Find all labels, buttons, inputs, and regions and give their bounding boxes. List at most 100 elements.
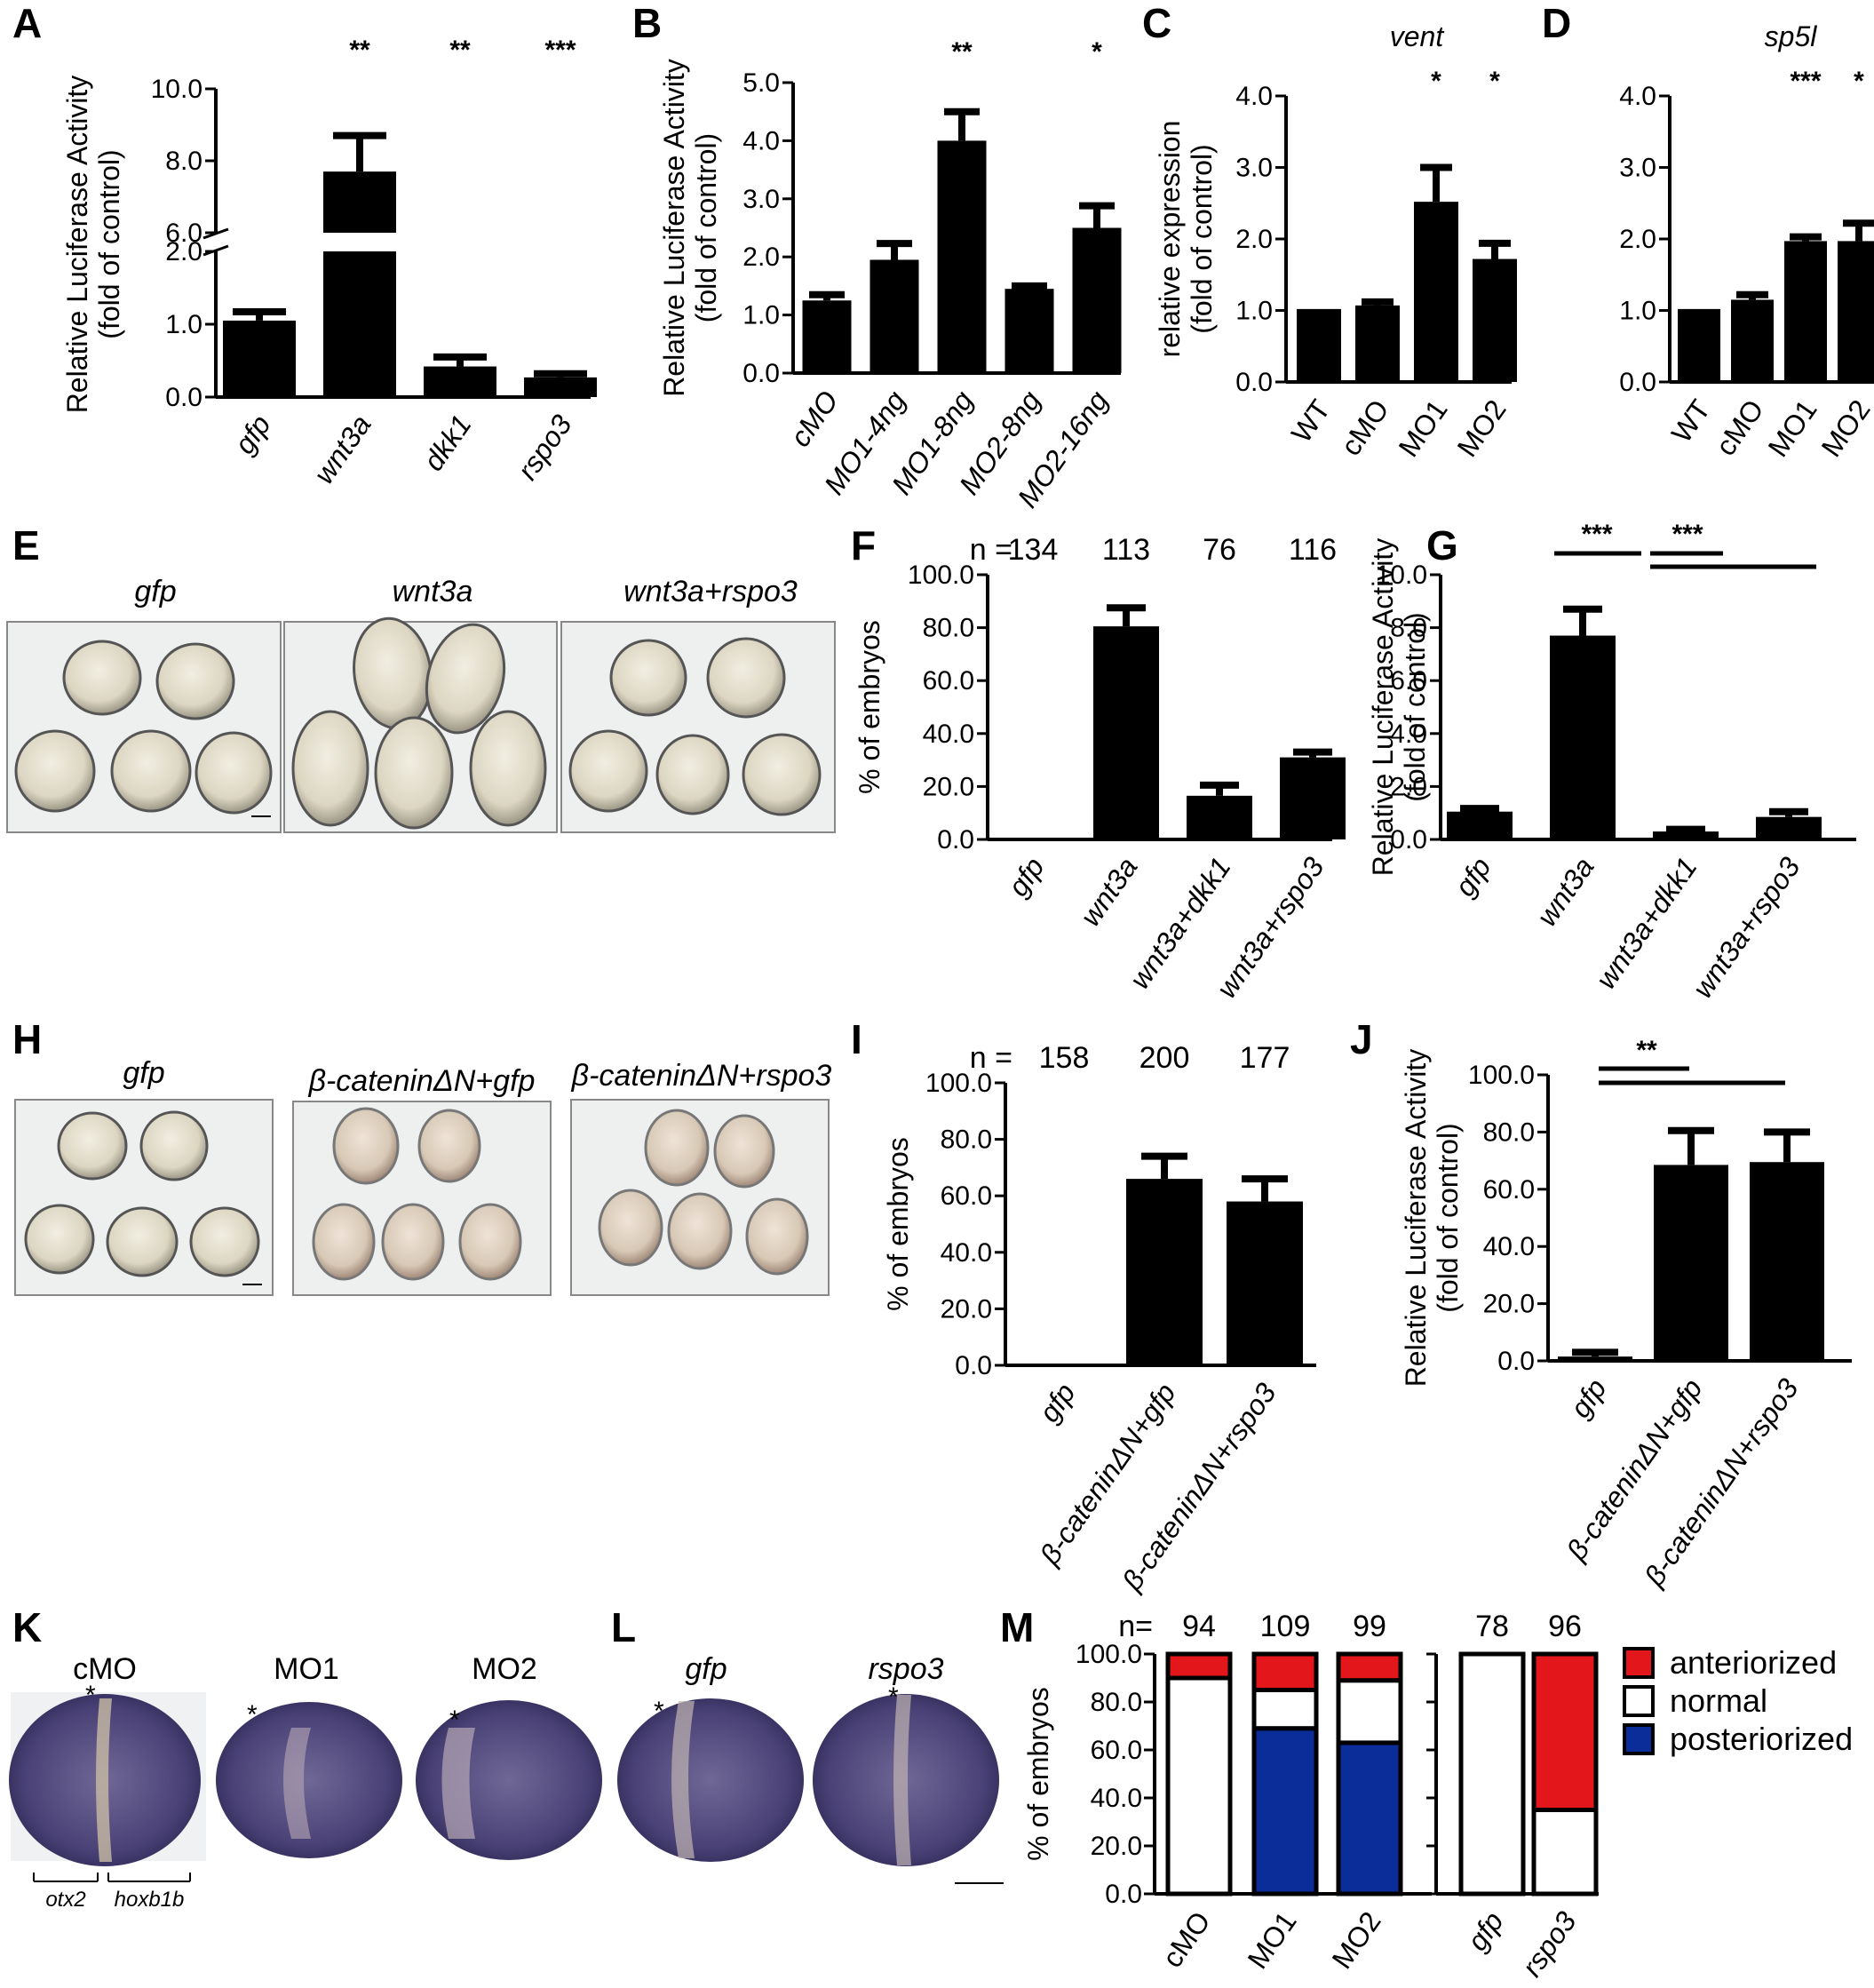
x-category-label: MO2: [1450, 394, 1512, 462]
bar: [323, 171, 396, 233]
panel-label-D: D: [1542, 0, 1571, 46]
marker-label-otx2: otx2: [45, 1888, 85, 1912]
y-tick-label: 80.0: [923, 614, 974, 643]
embryos-E-wnt3a-rspo3: [568, 637, 822, 816]
y-tick-label: 2.0: [1235, 225, 1273, 254]
svg-text:*: *: [449, 1706, 460, 1735]
image-label-H-3: β-cateninΔN+rspo3: [571, 1059, 832, 1093]
n-count: 200: [1139, 1041, 1190, 1075]
y-axis-label-2: (fold of control): [1399, 612, 1431, 801]
y-axis-label: Relative Luciferase Activity: [1367, 538, 1399, 877]
embryos-H-gfp: [24, 1110, 262, 1285]
stacked-segment-normal: [1165, 1675, 1233, 1897]
significance-marker: **: [349, 36, 370, 65]
chart-title: sp5l: [1765, 20, 1818, 52]
y-tick-label: 40.0: [1483, 1232, 1535, 1261]
y-tick-label: 40.0: [1091, 1784, 1142, 1813]
significance-marker: ***: [1672, 520, 1703, 549]
y-tick-label: 4.0: [1390, 720, 1427, 749]
x-category-label: cMO: [1710, 394, 1770, 461]
image-label-E-1: gfp: [134, 575, 176, 608]
x-category-label: WT: [1285, 394, 1337, 448]
y-tick-label: 0.0: [1235, 368, 1273, 397]
legend-label-anteriorized: anteriorized: [1670, 1644, 1837, 1681]
x-category-label: wnt3a: [1530, 851, 1600, 932]
x-category-label: wnt3a: [1074, 851, 1143, 932]
significance-marker: ***: [1790, 67, 1821, 96]
y-tick-label: 8.0: [165, 147, 202, 176]
x-category-label: gfp: [1002, 851, 1051, 902]
n-count: 99: [1353, 1610, 1386, 1643]
x-category-label: wnt3a+dkk1: [1590, 851, 1703, 994]
significance-marker: **: [1636, 1036, 1657, 1065]
image-label-L-1: gfp: [685, 1652, 727, 1686]
stacked-segment-normal: [1531, 1808, 1599, 1897]
y-axis-label: Relative Luciferase Activity: [1400, 1049, 1432, 1388]
x-category-label: MO2: [1814, 394, 1874, 462]
y-tick-label: 10.0: [1376, 561, 1427, 590]
stacked-segment-posteriorized: [1251, 1726, 1319, 1897]
chart-title: vent: [1390, 20, 1445, 52]
bar: [1227, 1201, 1303, 1365]
bar: [1784, 241, 1827, 382]
x-category-label: rspo3: [511, 409, 578, 485]
bar: [1550, 635, 1616, 839]
y-tick-label: 2.0: [1390, 772, 1427, 801]
y-tick-label: 0.0: [937, 825, 974, 855]
y-tick-label: 0.0: [1390, 825, 1427, 855]
y-tick-label: 8.0: [1390, 614, 1427, 643]
y-tick-label: 10.0: [151, 75, 202, 104]
y-axis-label-2: (fold of control): [1432, 1123, 1464, 1312]
bar: [1355, 305, 1400, 382]
chart-panel-A: 0.0 1.0 2.06.0 8.0 10.0 Relative Luciferase A…: [61, 36, 597, 489]
image-label-K-3: MO2: [472, 1652, 537, 1686]
n-count: 94: [1182, 1610, 1216, 1643]
n-count: 96: [1548, 1610, 1582, 1643]
n-count: 158: [1039, 1041, 1090, 1075]
y-tick-label: 20.0: [1091, 1832, 1142, 1861]
y-tick-label: 1.0: [1235, 297, 1273, 326]
embryos-H-bcat-rspo3: [598, 1109, 809, 1276]
y-tick-label: 0.0: [955, 1351, 992, 1380]
bar: [1187, 795, 1252, 839]
image-label-L-2: rspo3: [868, 1652, 943, 1686]
bar: [1297, 308, 1341, 382]
bar: [223, 320, 296, 397]
y-axis-label: % of embryos: [882, 1137, 914, 1311]
n-count: 134: [1008, 533, 1059, 567]
bar: [1126, 1179, 1203, 1365]
significance-marker: *: [1854, 67, 1864, 96]
stacked-segment-anteriorized: [1336, 1651, 1403, 1683]
marker-label-hoxb1b: hoxb1b: [115, 1888, 185, 1912]
y-tick-label: 80.0: [941, 1125, 992, 1155]
significance-marker: *: [1431, 67, 1441, 96]
y-axis-label-2: (fold of control): [1186, 144, 1218, 333]
y-tick-label: 20.0: [1483, 1290, 1535, 1319]
x-category-label: WT: [1665, 394, 1717, 448]
y-tick-label: 1.0: [742, 301, 780, 330]
y-tick-label: 60.0: [941, 1181, 992, 1211]
chart-panel-B: 0.0 1.0 2.0 3.0 4.0 5.0 Relative Luciferase Ac…: [658, 37, 1122, 513]
image-label-K-1: cMO: [73, 1652, 137, 1686]
y-tick-label: 40.0: [923, 720, 974, 749]
y-axis-label: % of embryos: [1022, 1687, 1054, 1861]
y-tick-label: 3.0: [1619, 154, 1656, 183]
panel-label-L: L: [611, 1604, 636, 1650]
panel-label-F: F: [851, 522, 876, 569]
n-label: n=: [1118, 1610, 1153, 1643]
x-category-label: wnt3a+rspo3: [1687, 851, 1807, 1004]
y-axis-label: relative expression: [1154, 121, 1186, 358]
x-category-label: MO2: [1325, 1905, 1386, 1974]
image-label-E-2: wnt3a: [393, 575, 473, 608]
panel-label-J: J: [1350, 1016, 1373, 1062]
bar: [1558, 1356, 1632, 1361]
legend-swatch-anteriorized: [1623, 1647, 1655, 1679]
x-category-label: rspo3: [1515, 1905, 1583, 1982]
significance-marker: *: [1092, 37, 1102, 67]
stacked-segment-normal: [1458, 1651, 1526, 1897]
y-axis-label: Relative Luciferase Activity: [658, 59, 690, 397]
bar: [1654, 1165, 1728, 1361]
y-tick-label: 4.0: [742, 126, 780, 155]
